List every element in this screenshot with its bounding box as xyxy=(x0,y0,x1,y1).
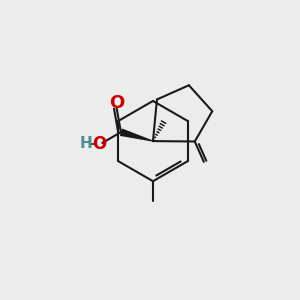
Text: O: O xyxy=(109,94,124,112)
Text: O: O xyxy=(92,135,106,153)
Text: H: H xyxy=(80,136,92,151)
Polygon shape xyxy=(120,128,153,142)
